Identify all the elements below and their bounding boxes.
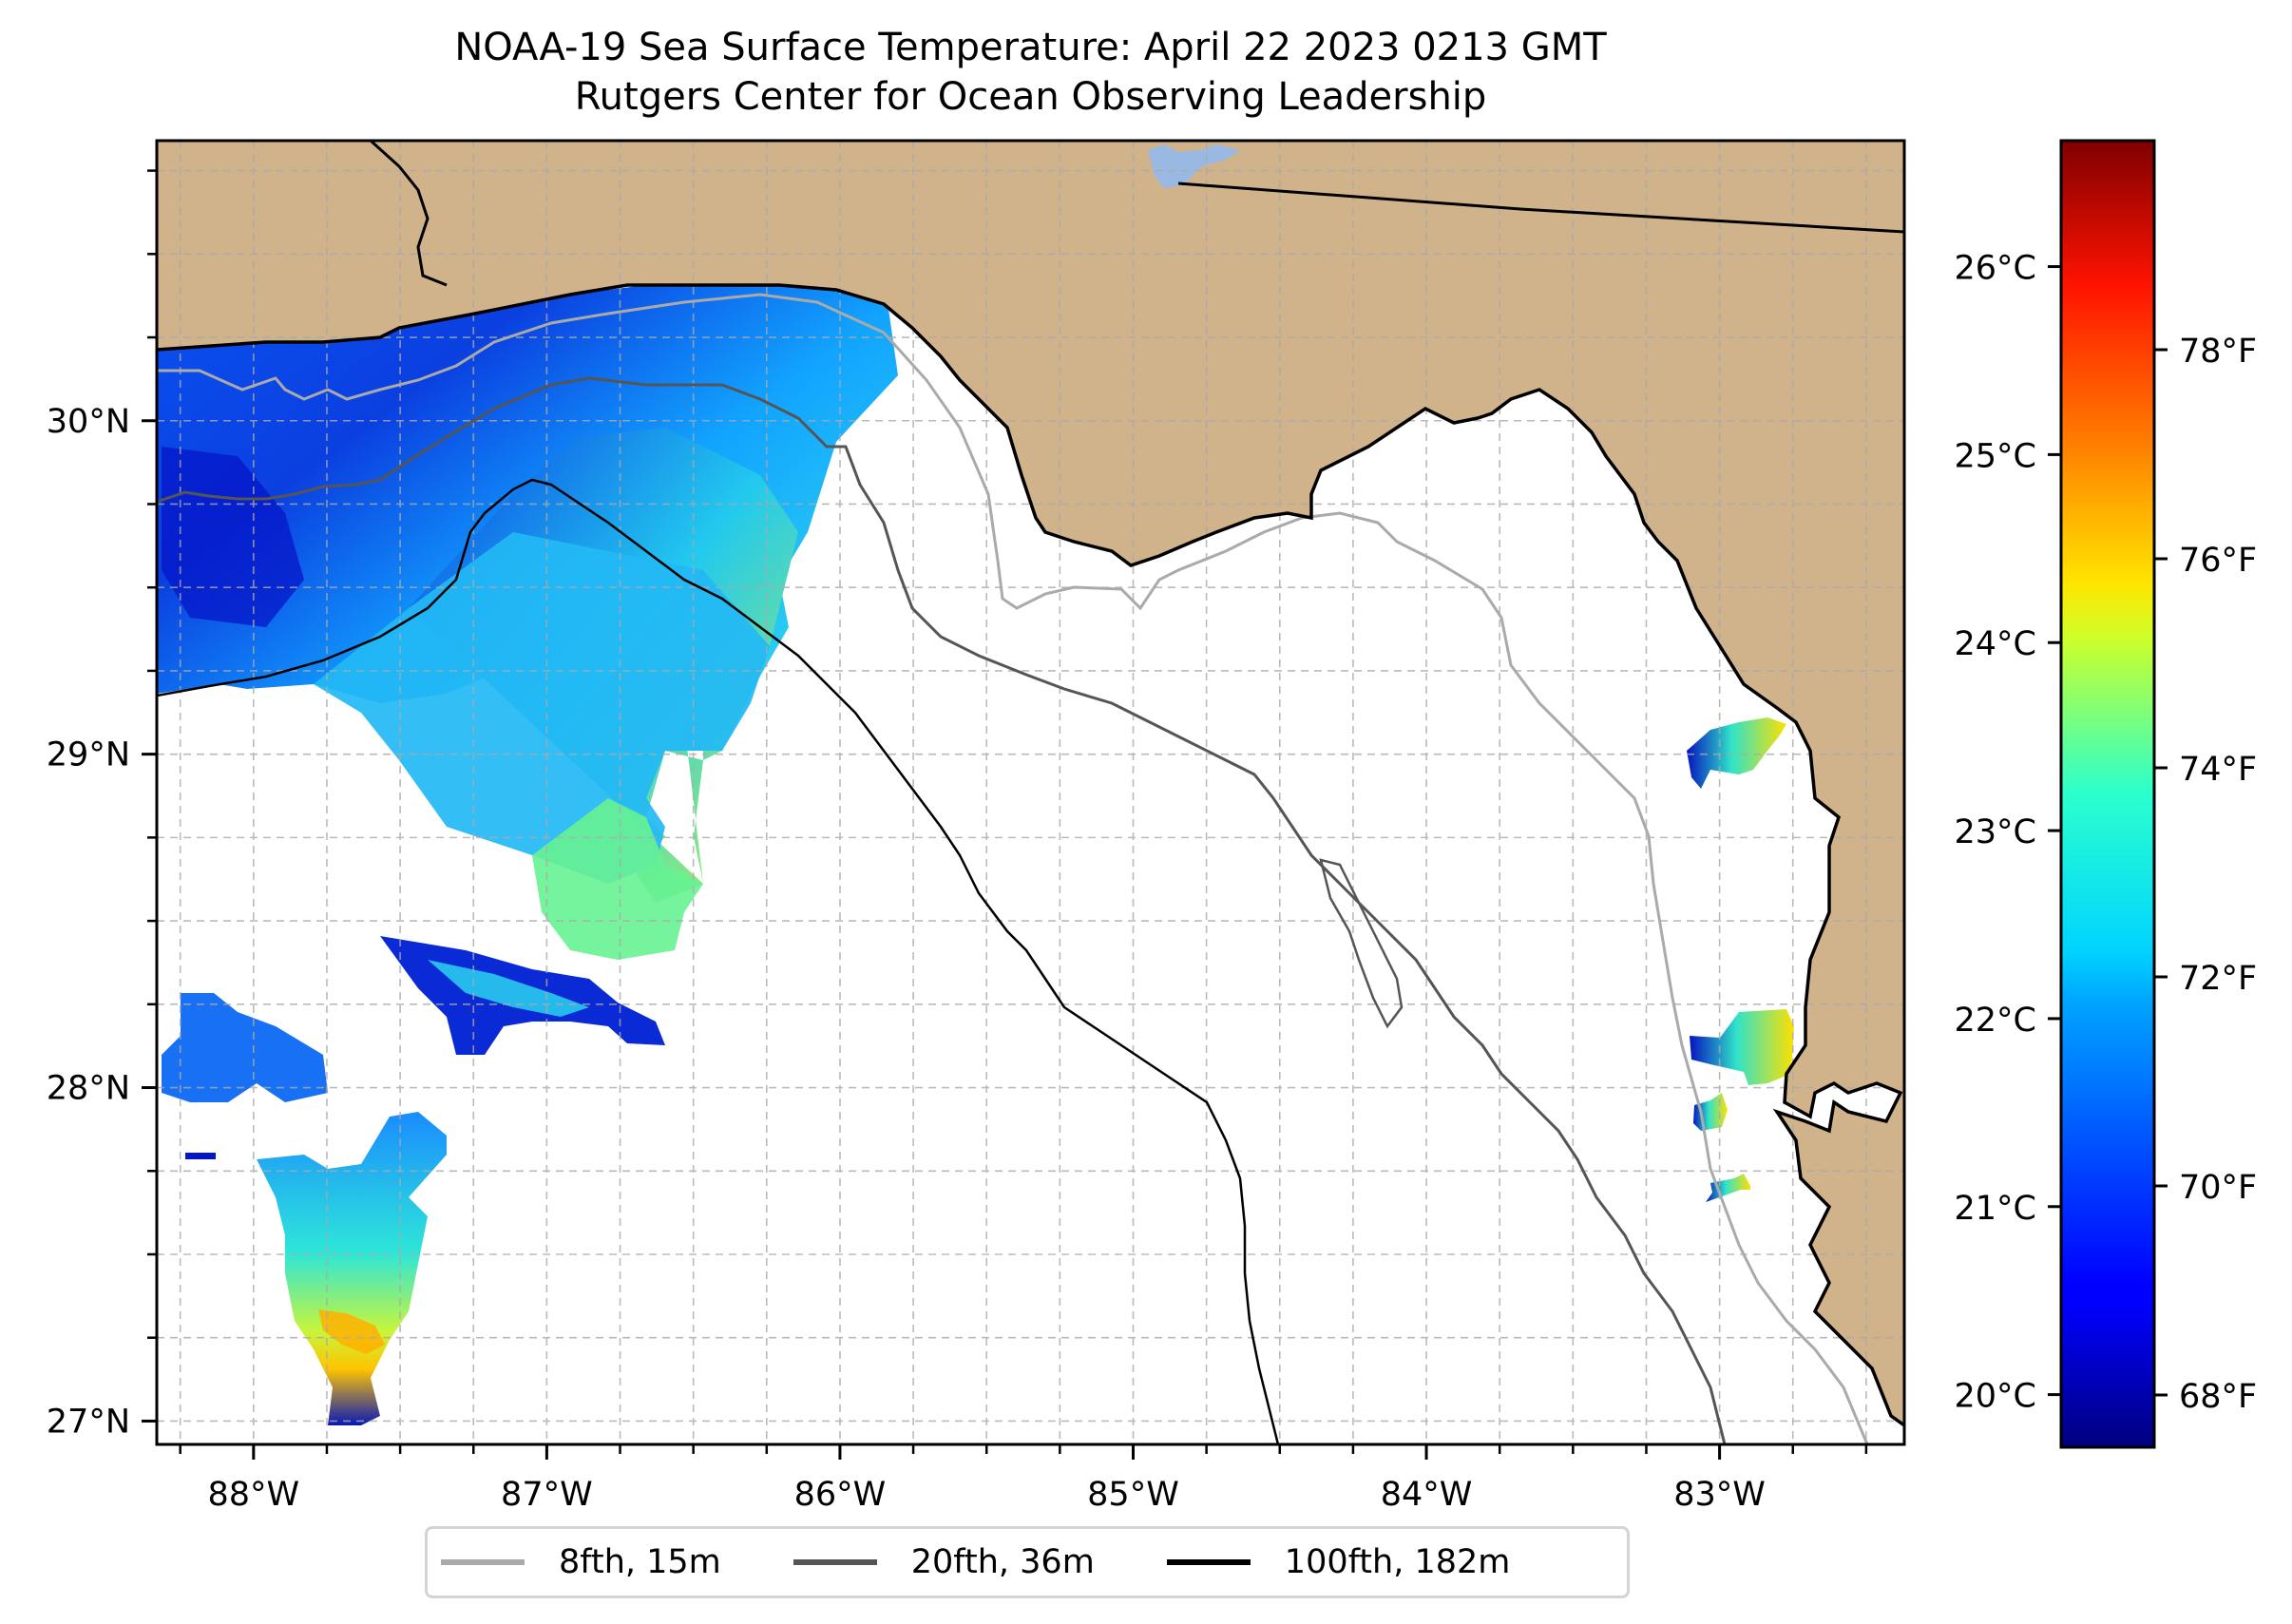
x-tick-label: 85°W <box>1087 1476 1179 1514</box>
contour-20fth <box>157 376 1727 1444</box>
y-tick-label: 30°N <box>47 403 130 441</box>
state-border-ga-fl <box>1177 182 1904 234</box>
chart-title: NOAA-19 Sea Surface Temperature: April 2… <box>454 26 1607 69</box>
sst-region-southern-streaks-light <box>428 960 589 1017</box>
sst-region-big-bend-small2 <box>1706 1174 1750 1202</box>
sst-region-southwest-patch <box>257 1112 447 1425</box>
contour-100fth <box>157 478 1280 1444</box>
y-tick-label: 27°N <box>47 1403 130 1441</box>
colorbar-label-f: 74°F <box>2179 751 2257 789</box>
legend-item-100fth: 100fth, 182m <box>1166 1543 1511 1581</box>
sst-region-southern-lobe <box>532 798 703 960</box>
y-axis: 27°N 28°N 29°N 30°N <box>47 169 157 1441</box>
x-tick-label: 88°W <box>207 1476 299 1514</box>
chart-subtitle: Rutgers Center for Ocean Observing Leade… <box>574 75 1487 119</box>
colorbar-label-c: 25°C <box>1955 437 2036 475</box>
sst-region-west-patch <box>162 993 328 1102</box>
legend-swatch-20fth <box>793 1559 877 1565</box>
colorbar-label-f: 76°F <box>2179 542 2257 580</box>
colorbar-label-f: 72°F <box>2179 960 2257 998</box>
colorbar-label-c: 26°C <box>1955 250 2036 288</box>
y-tick-label: 28°N <box>47 1070 130 1108</box>
x-tick-label: 86°W <box>794 1476 887 1514</box>
state-border-al-fl <box>369 141 448 287</box>
legend-label-8fth: 8fth, 15m <box>559 1543 721 1581</box>
legend-item-8fth: 8fth, 15m <box>441 1543 721 1581</box>
lake-seminole <box>1148 144 1240 188</box>
colorbar-label-c: 20°C <box>1955 1378 2036 1416</box>
legend-swatch-8fth <box>441 1559 525 1565</box>
sst-region-big-bend-north <box>1687 717 1786 789</box>
sst-region-central <box>314 532 770 884</box>
colorbar-label-c: 24°C <box>1955 625 2036 663</box>
legend-swatch-100fth <box>1166 1559 1251 1565</box>
sst-data <box>157 190 1794 1425</box>
colorbar-label-c: 21°C <box>1955 1190 2036 1228</box>
sst-speck <box>185 1153 216 1159</box>
colorbar-axis: 20°C 21°C 22°C 23°C 24°C 25°C 26°C 68°F 70°F 72°F… <box>1955 250 2258 1416</box>
map-axes-frame <box>155 139 1906 1446</box>
legend-label-20fth: 20fth, 36m <box>910 1543 1095 1581</box>
x-tick-label: 87°W <box>501 1476 593 1514</box>
x-tick-label: 83°W <box>1673 1476 1766 1514</box>
legend: 8fth, 15m 20fth, 36m 100fth, 182m <box>425 1526 1630 1598</box>
contour-20fth-islands <box>1319 858 1404 1029</box>
colorbar-label-f: 78°F <box>2179 333 2257 371</box>
colorbar-label-f: 70°F <box>2179 1169 2257 1207</box>
contour-8fth <box>157 293 1869 1444</box>
land-mass <box>157 141 1904 1425</box>
x-axis: 88°W 87°W 86°W 85°W 84°W 83°W <box>179 1444 1868 1514</box>
colorbar-label-c: 23°C <box>1955 813 2036 851</box>
x-tick-label: 84°W <box>1381 1476 1473 1514</box>
sst-region-big-bend-mid <box>1690 1009 1794 1085</box>
legend-item-20fth: 20fth, 36m <box>793 1543 1095 1581</box>
legend-label-100fth: 100fth, 182m <box>1284 1543 1511 1581</box>
colorbar <box>2059 139 2156 1449</box>
colorbar-label-c: 22°C <box>1955 1002 2036 1040</box>
y-tick-label: 29°N <box>47 736 130 774</box>
sst-region-panhandle-cold <box>162 447 304 627</box>
coastline <box>157 283 1904 1427</box>
sst-region-southwest-warm <box>318 1309 385 1354</box>
gridlines <box>157 141 1904 1444</box>
colorbar-label-f: 68°F <box>2179 1378 2257 1416</box>
